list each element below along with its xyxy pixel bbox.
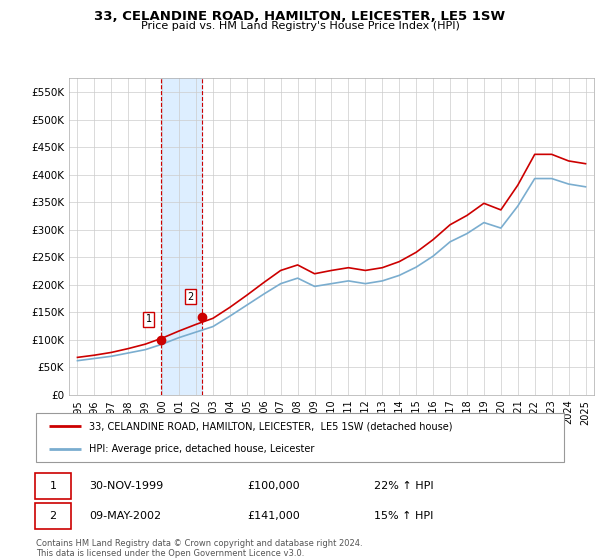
Text: 22% ↑ HPI: 22% ↑ HPI <box>374 481 434 491</box>
Text: 1: 1 <box>146 314 152 324</box>
Text: 30-NOV-1999: 30-NOV-1999 <box>89 481 163 491</box>
Text: £141,000: £141,000 <box>247 511 300 521</box>
Text: 33, CELANDINE ROAD, HAMILTON, LEICESTER, LE5 1SW: 33, CELANDINE ROAD, HAMILTON, LEICESTER,… <box>94 10 506 22</box>
Text: 15% ↑ HPI: 15% ↑ HPI <box>374 511 433 521</box>
FancyBboxPatch shape <box>35 473 71 499</box>
FancyBboxPatch shape <box>35 503 71 529</box>
Bar <box>161 78 202 395</box>
Text: 2: 2 <box>187 292 193 302</box>
Text: HPI: Average price, detached house, Leicester: HPI: Average price, detached house, Leic… <box>89 444 314 454</box>
Text: Contains HM Land Registry data © Crown copyright and database right 2024.
This d: Contains HM Land Registry data © Crown c… <box>36 539 362 558</box>
Text: 1: 1 <box>49 481 56 491</box>
Text: 2: 2 <box>49 511 56 521</box>
Text: £100,000: £100,000 <box>247 481 300 491</box>
Text: Price paid vs. HM Land Registry's House Price Index (HPI): Price paid vs. HM Land Registry's House … <box>140 21 460 31</box>
Text: 09-MAY-2002: 09-MAY-2002 <box>89 511 161 521</box>
Text: 33, CELANDINE ROAD, HAMILTON, LEICESTER,  LE5 1SW (detached house): 33, CELANDINE ROAD, HAMILTON, LEICESTER,… <box>89 421 452 431</box>
